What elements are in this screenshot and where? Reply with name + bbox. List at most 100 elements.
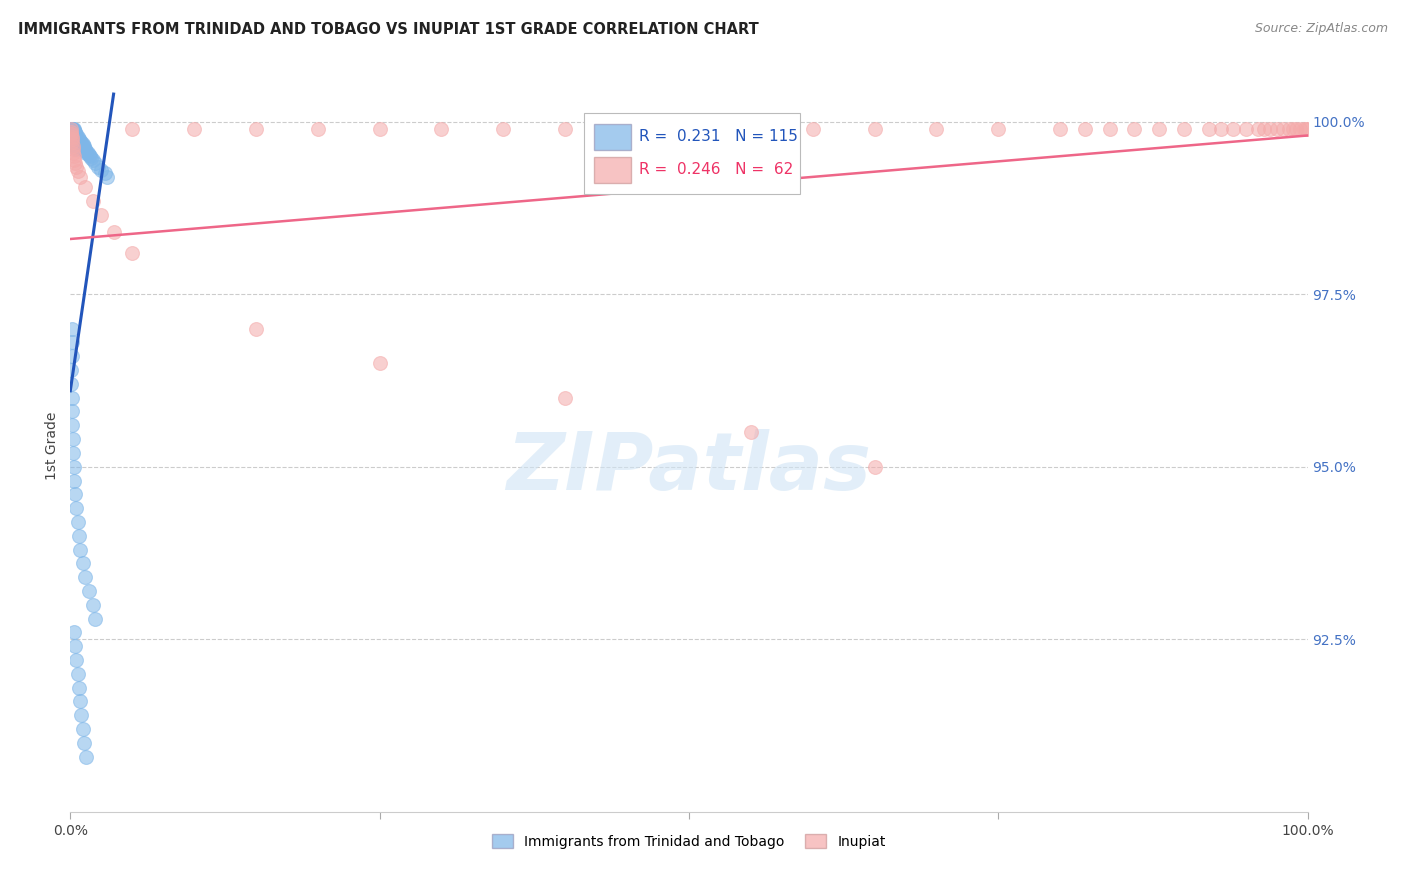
Text: R =  0.246   N =  62: R = 0.246 N = 62 <box>640 162 794 177</box>
Point <box>60 127 83 141</box>
Point <box>863 121 886 136</box>
Point <box>63 136 86 150</box>
Point <box>59 121 82 136</box>
Point <box>62 128 84 143</box>
Point <box>63 474 86 488</box>
Text: R =  0.231   N = 115: R = 0.231 N = 115 <box>640 129 799 145</box>
Point <box>60 391 83 405</box>
Point <box>90 208 112 222</box>
Point <box>103 225 125 239</box>
Point <box>60 128 83 143</box>
Point <box>62 138 84 153</box>
Point <box>62 136 84 151</box>
Point <box>65 134 87 148</box>
Point <box>65 156 87 170</box>
Point <box>75 145 97 160</box>
Point <box>60 121 83 136</box>
Point <box>67 136 90 150</box>
Text: IMMIGRANTS FROM TRINIDAD AND TOBAGO VS INUPIAT 1ST GRADE CORRELATION CHART: IMMIGRANTS FROM TRINIDAD AND TOBAGO VS I… <box>18 22 759 37</box>
Point <box>66 129 89 144</box>
Point <box>60 121 83 136</box>
Point <box>63 134 86 148</box>
Point <box>1253 121 1275 136</box>
Point <box>62 125 84 139</box>
Text: ZIPatlas: ZIPatlas <box>506 429 872 507</box>
Point <box>67 529 90 543</box>
Point <box>65 127 87 141</box>
Point <box>60 404 83 418</box>
Point <box>62 432 84 446</box>
Point <box>59 121 82 136</box>
Point <box>60 128 83 143</box>
Point <box>66 136 89 151</box>
Point <box>70 136 93 150</box>
Point <box>67 132 90 146</box>
Point <box>75 144 97 158</box>
Point <box>84 156 107 170</box>
Point <box>69 169 91 184</box>
Point <box>60 121 83 136</box>
Point <box>65 138 87 153</box>
Point <box>1123 121 1146 136</box>
Point <box>1147 121 1170 136</box>
Point <box>60 127 83 141</box>
Point <box>69 141 91 155</box>
Point <box>1098 121 1121 136</box>
Point <box>86 160 108 174</box>
Point <box>740 425 762 440</box>
Point <box>65 639 87 653</box>
Point <box>94 166 117 180</box>
Point <box>63 459 86 474</box>
Point <box>1265 121 1288 136</box>
Point <box>678 121 700 136</box>
Point <box>72 557 94 571</box>
Point <box>1271 121 1294 136</box>
Point <box>925 121 948 136</box>
Point <box>65 129 87 144</box>
Point <box>863 459 886 474</box>
Point <box>740 121 762 136</box>
Point <box>62 127 84 141</box>
Point <box>1278 121 1301 136</box>
Point <box>60 129 83 144</box>
Point <box>492 121 515 136</box>
Point <box>62 132 84 146</box>
Point <box>59 363 82 377</box>
Legend: Immigrants from Trinidad and Tobago, Inupiat: Immigrants from Trinidad and Tobago, Inu… <box>485 827 893 856</box>
Point <box>60 349 83 363</box>
Point <box>62 134 84 148</box>
Point <box>72 138 94 153</box>
Point <box>1285 121 1308 136</box>
Point <box>1234 121 1257 136</box>
Point <box>65 136 87 150</box>
Point <box>1049 121 1071 136</box>
Point <box>82 194 104 208</box>
Point <box>66 164 89 178</box>
Point <box>62 145 84 160</box>
Point <box>79 149 101 163</box>
Point <box>63 128 86 143</box>
Point <box>72 142 94 156</box>
Point <box>69 134 91 148</box>
Point <box>60 376 83 391</box>
Point <box>82 598 104 612</box>
Point <box>65 142 87 156</box>
Point <box>60 125 83 139</box>
Point <box>1198 121 1220 136</box>
Point <box>60 125 83 139</box>
Point <box>1260 121 1282 136</box>
Y-axis label: 1st Grade: 1st Grade <box>45 412 59 480</box>
Point <box>75 144 97 158</box>
Point <box>70 708 93 723</box>
Point <box>1247 121 1270 136</box>
Point <box>65 132 87 146</box>
Point <box>65 136 87 150</box>
Point <box>307 121 329 136</box>
FancyBboxPatch shape <box>583 113 800 194</box>
Point <box>80 151 103 165</box>
Point <box>1281 121 1303 136</box>
Point <box>75 570 97 584</box>
Point <box>62 136 84 150</box>
Point <box>62 123 84 137</box>
Point <box>66 141 89 155</box>
